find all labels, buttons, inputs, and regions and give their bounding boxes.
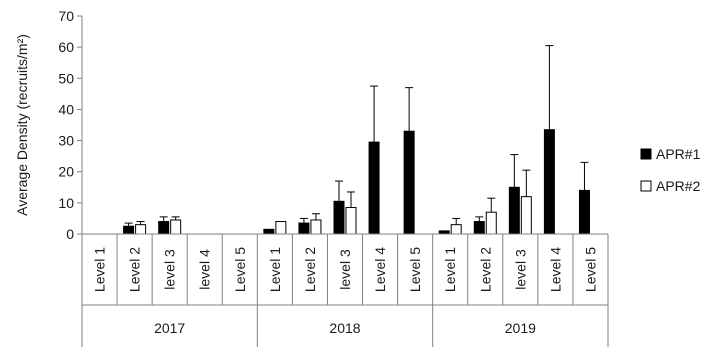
- category-label: Level 4: [372, 247, 388, 292]
- legend-label-2: APR#2: [656, 178, 701, 194]
- category-label: level 3: [512, 249, 528, 290]
- y-tick-label: 40: [58, 101, 74, 117]
- bar-apr2-13: [520, 196, 532, 235]
- legend: APR#1 APR#2: [640, 146, 701, 194]
- category-label: level 4: [197, 249, 213, 290]
- category-label: Level 1: [92, 247, 108, 292]
- category-label: Level 4: [547, 247, 563, 292]
- category-label: Level 5: [582, 247, 598, 292]
- bar-apr1-12: [473, 221, 485, 235]
- error-bars-layer: [124, 45, 589, 227]
- category-label: level 3: [337, 249, 353, 290]
- legend-label-1: APR#1: [656, 146, 701, 162]
- y-tick-label: 60: [58, 39, 74, 55]
- bar-apr1-7: [298, 222, 310, 235]
- y-tick-label: 50: [58, 70, 74, 86]
- y-axis-ticks: 0 10 20 30 40 50 60 70: [58, 8, 82, 242]
- bar-apr2-11: [450, 224, 462, 235]
- y-tick-label: 10: [58, 195, 74, 211]
- category-label: Level 1: [442, 247, 458, 292]
- y-tick-label: 0: [66, 226, 74, 242]
- bar-apr1-3: [158, 221, 170, 235]
- bar-apr1-8: [333, 200, 345, 235]
- bar-apr2-6: [275, 221, 287, 235]
- bar-apr1-13: [508, 186, 520, 235]
- bar-apr2-12: [485, 211, 497, 235]
- bar-apr1-9: [368, 141, 380, 235]
- bar-apr1-14: [543, 129, 555, 235]
- bar-apr2-3: [170, 219, 182, 235]
- bars-layer: [123, 129, 590, 235]
- bar-apr1-6: [263, 228, 275, 235]
- category-label: Level 2: [302, 247, 318, 292]
- bar-apr2-8: [345, 207, 357, 235]
- bar-apr1-2: [123, 225, 135, 235]
- category-label: Level 5: [407, 247, 423, 292]
- bar-apr1-10: [403, 130, 415, 235]
- category-label: Level 2: [477, 247, 493, 292]
- y-axis-label: Average Density (recruits/m²): [14, 34, 30, 216]
- bar-apr2-7: [310, 219, 322, 235]
- bar-apr1-15: [578, 189, 590, 235]
- y-tick-label: 20: [58, 164, 74, 180]
- legend-swatch-1: [640, 148, 652, 160]
- category-label: Level 1: [267, 247, 283, 292]
- category-axis: Level 1 Level 2 level 3 level 4 Level 5 2017 L…: [81, 234, 609, 347]
- y-tick-label: 30: [58, 133, 74, 149]
- group-label: 2018: [329, 320, 360, 336]
- y-tick-label: 70: [58, 8, 74, 24]
- category-label: Level 5: [232, 247, 248, 292]
- group-label: 2019: [505, 320, 536, 336]
- category-label: Level 2: [127, 247, 143, 292]
- category-label: level 3: [162, 249, 178, 290]
- group-label: 2017: [154, 320, 185, 336]
- bar-apr2-2: [135, 224, 147, 235]
- legend-swatch-2: [640, 180, 652, 192]
